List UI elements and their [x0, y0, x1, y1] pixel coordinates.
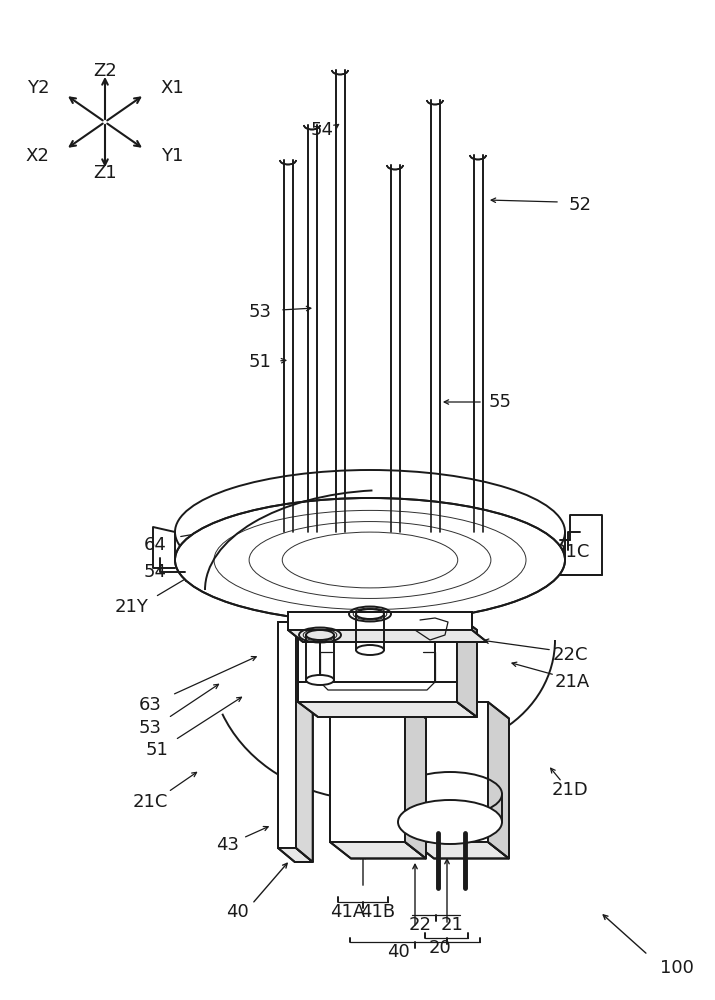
Text: 55: 55	[488, 393, 511, 411]
Polygon shape	[488, 702, 509, 858]
Polygon shape	[405, 702, 426, 858]
Text: 21C: 21C	[132, 793, 168, 811]
Bar	[335, 70, 352, 532]
Polygon shape	[288, 630, 487, 642]
Text: 21Y: 21Y	[115, 598, 149, 616]
Polygon shape	[320, 615, 435, 682]
Text: 54: 54	[144, 563, 167, 581]
Text: 21D: 21D	[552, 781, 588, 799]
Text: Z2: Z2	[93, 62, 117, 80]
Polygon shape	[413, 702, 488, 842]
Text: Z1: Z1	[93, 164, 117, 182]
Text: 52: 52	[568, 196, 591, 214]
Polygon shape	[330, 842, 426, 858]
Text: 41A: 41A	[330, 903, 365, 921]
Ellipse shape	[398, 800, 502, 844]
Bar	[284, 160, 300, 532]
Ellipse shape	[306, 675, 334, 685]
Text: 22: 22	[408, 916, 431, 934]
Text: 43: 43	[217, 836, 240, 854]
Polygon shape	[457, 615, 477, 717]
Text: 41B: 41B	[360, 903, 395, 921]
Polygon shape	[413, 842, 509, 858]
Polygon shape	[278, 848, 312, 862]
Text: 53: 53	[139, 719, 162, 737]
Ellipse shape	[356, 645, 384, 655]
Ellipse shape	[175, 498, 565, 622]
Polygon shape	[278, 622, 296, 848]
Text: 40: 40	[226, 903, 248, 921]
Text: Y2: Y2	[26, 79, 49, 97]
Text: 22C: 22C	[552, 646, 588, 664]
Text: 64: 64	[144, 536, 167, 554]
Text: 100: 100	[660, 959, 694, 977]
Bar	[473, 155, 490, 532]
Text: 21A: 21A	[554, 673, 590, 691]
Polygon shape	[298, 615, 320, 702]
Polygon shape	[435, 615, 457, 702]
Text: 63: 63	[139, 696, 162, 714]
Polygon shape	[298, 682, 457, 702]
Bar	[307, 125, 324, 532]
Text: 51: 51	[249, 353, 272, 371]
Polygon shape	[298, 702, 477, 717]
Text: 52: 52	[508, 529, 531, 547]
Text: Y1: Y1	[161, 147, 183, 165]
Text: X1: X1	[161, 79, 184, 97]
Text: 21C: 21C	[554, 543, 590, 561]
Text: 51: 51	[146, 741, 169, 759]
Text: 54: 54	[310, 121, 333, 139]
Polygon shape	[288, 612, 472, 630]
Text: 53: 53	[249, 303, 272, 321]
Polygon shape	[330, 702, 405, 842]
Text: 20: 20	[428, 939, 451, 957]
Bar	[390, 165, 407, 532]
Polygon shape	[296, 622, 312, 862]
Bar	[430, 100, 447, 532]
Text: X2: X2	[25, 147, 49, 165]
Text: 21: 21	[440, 916, 463, 934]
Text: 40: 40	[387, 943, 410, 961]
